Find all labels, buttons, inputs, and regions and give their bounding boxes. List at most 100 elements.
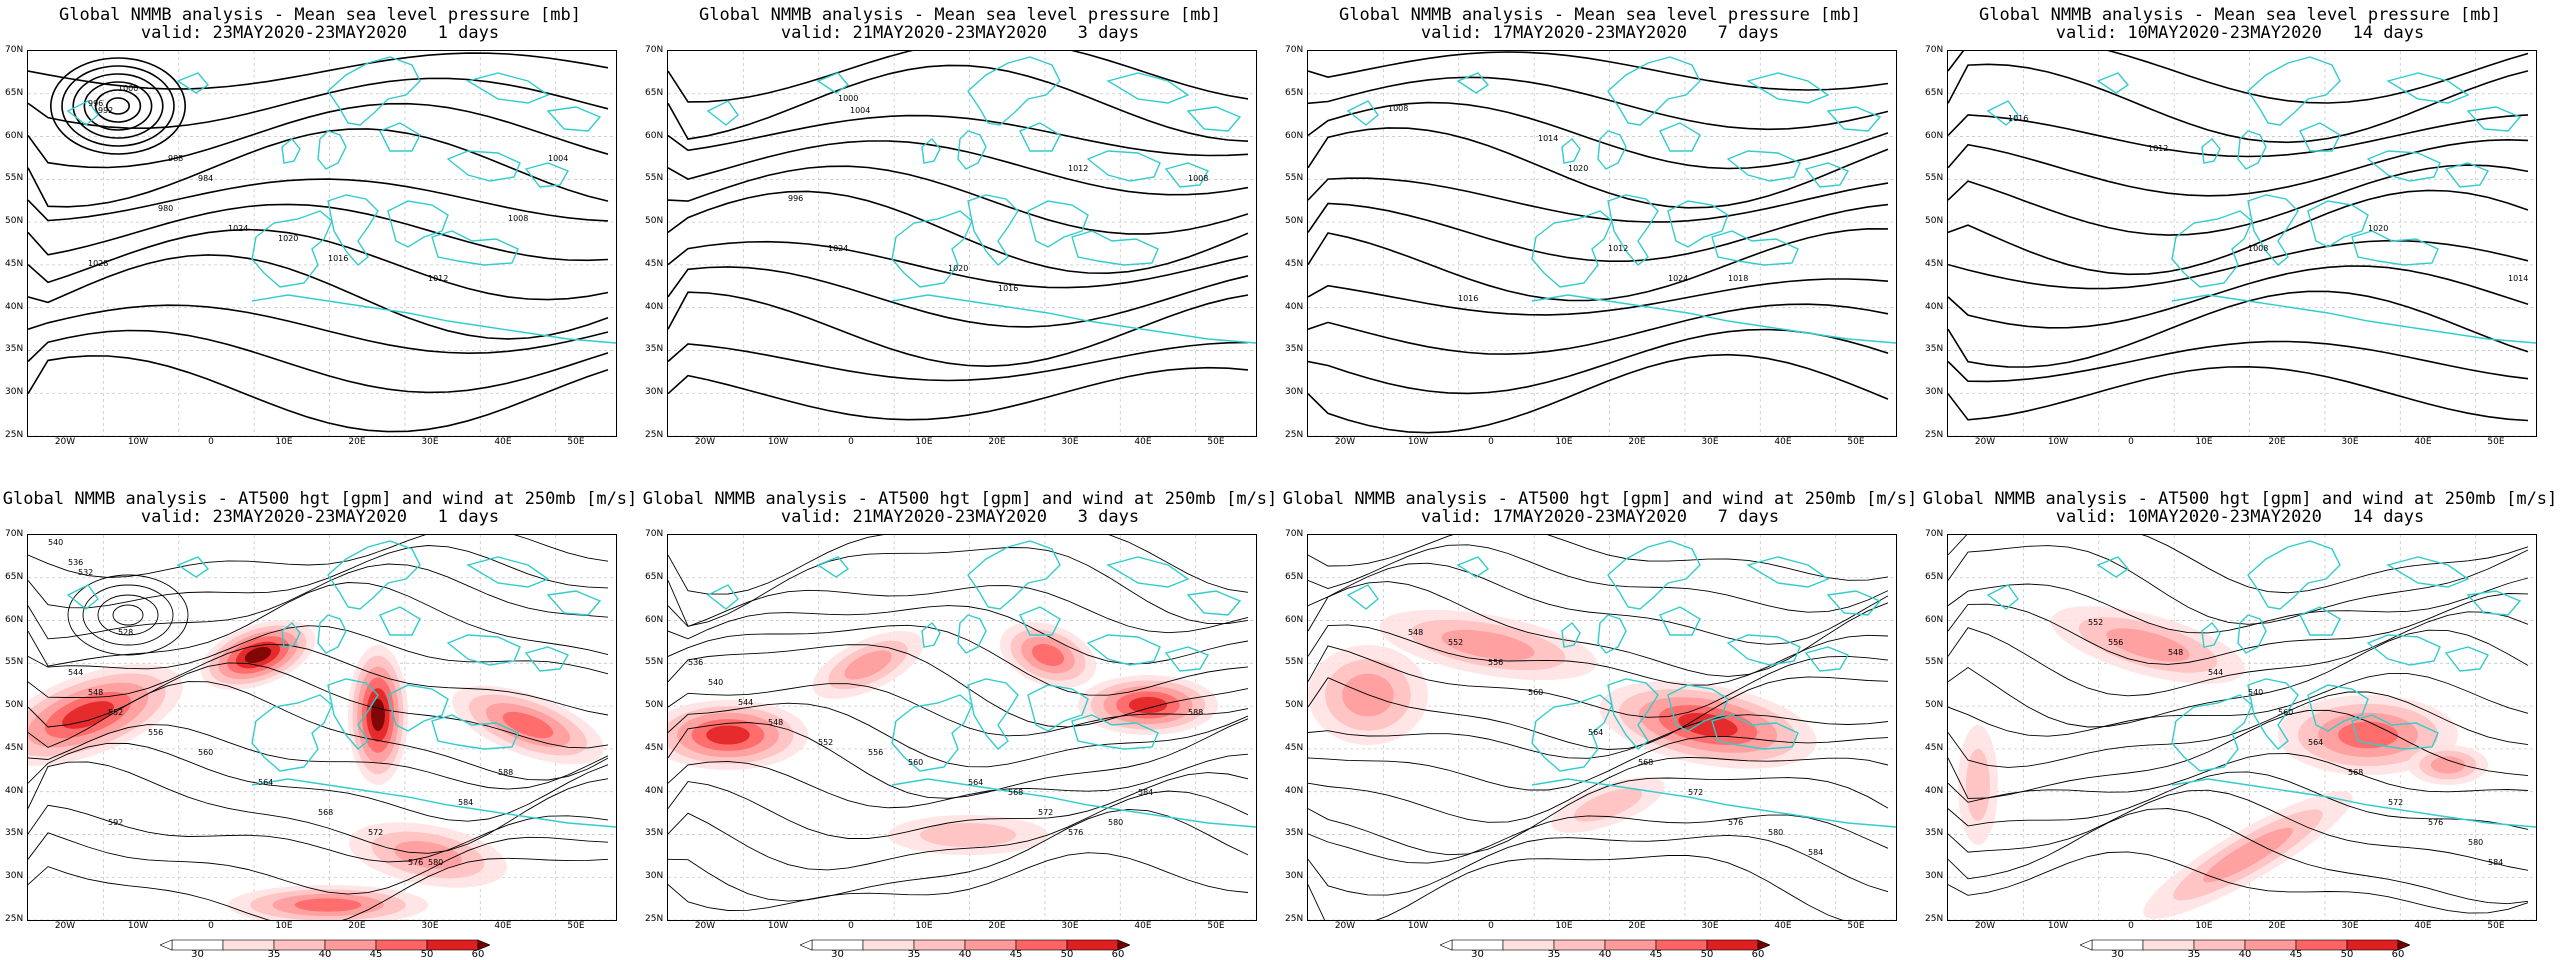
panel-valid-period: valid: 21MAY2020-23MAY2020 3 days: [780, 23, 1140, 43]
longitude-label: 20E: [2268, 921, 2286, 931]
latitude-label: 25N: [1285, 914, 1304, 924]
longitude-label: 30E: [2341, 437, 2359, 447]
panel-valid-period: valid: 23MAY2020-23MAY2020 1 days: [140, 23, 500, 43]
longitude-label: 50E: [2487, 437, 2505, 447]
coastline: [446, 150, 521, 182]
latitude-label: 45N: [1285, 742, 1304, 753]
contour-label: 548: [768, 718, 783, 727]
contour-line: [1948, 691, 2529, 768]
contour-label: 988: [168, 154, 183, 163]
longitude-label: 10W: [127, 437, 149, 447]
contour-label: 572: [1688, 788, 1703, 797]
coastline: [176, 556, 210, 578]
map-svg: 552 556 548 544 540 560 564 568 572 576 580 584: [1948, 535, 2536, 920]
panel-z500-7day: Global NMMB analysis - AT500 hgt [gpm] a…: [1280, 480, 1920, 960]
contour-line: [1948, 265, 2529, 329]
jet-shading: [1031, 644, 1065, 666]
coastline: [1607, 56, 1701, 126]
coastline: [957, 130, 987, 170]
contour-label: 1018: [1728, 274, 1748, 283]
colorbar-label: 30: [191, 949, 204, 960]
coastline: [2351, 230, 2439, 266]
longitude-label: 50E: [567, 437, 585, 447]
panel-title: Global NMMB analysis - Mean sea level pr…: [1979, 5, 2501, 25]
coastline: [387, 684, 449, 732]
contour-line: [1308, 544, 1889, 613]
latitude-label: 45N: [5, 742, 24, 753]
contour-line: [1308, 855, 1844, 920]
colorbar-arrow-high: [1117, 939, 1131, 951]
colorbar-label: 60: [2391, 949, 2405, 960]
longitude-label: 50E: [567, 921, 585, 931]
contour-label: 528: [118, 628, 133, 637]
contour-label: 580: [1768, 828, 1783, 837]
longitude-label: 40E: [1774, 921, 1792, 931]
contour-line: [668, 291, 1249, 368]
coastline: [2247, 678, 2299, 750]
panel-title: Global NMMB analysis - Mean sea level pr…: [699, 5, 1221, 25]
colorbar-label: 30: [1471, 949, 1484, 960]
colorbar-label: 45: [369, 949, 383, 960]
contour-line: [1948, 789, 2529, 871]
longitude-label: 40E: [2414, 921, 2432, 931]
latitude-label: 45N: [1925, 258, 1944, 269]
coastline: [1027, 684, 1089, 732]
coastline: [1659, 606, 1701, 636]
colorbar-swatch: [964, 939, 1017, 951]
coastline: [379, 122, 421, 152]
low-pressure-contour: [83, 81, 153, 131]
longitude-label: 20E: [1628, 437, 1646, 447]
contour-line: [28, 724, 609, 790]
coastline: [957, 614, 987, 654]
latitude-label: 55N: [1285, 657, 1304, 668]
colorbar-label: 40: [958, 949, 972, 960]
longitude-label: 50E: [1847, 921, 1865, 931]
contour-line: [1308, 127, 1889, 209]
latitude-label: 40N: [1285, 785, 1304, 796]
map-svg: 1008 1014 1020 1016 1012 1024 1018: [1308, 51, 1896, 436]
coastline: [1561, 138, 1581, 164]
latitude-label: 35N: [1285, 828, 1304, 839]
latitude-label: 55N: [645, 173, 664, 184]
latitude-label: 65N: [5, 571, 24, 582]
colorbar-label: 60: [1111, 949, 1125, 960]
contour-label: 576: [2428, 818, 2443, 827]
longitude-label: 20W: [694, 437, 716, 447]
latitude-label: 30N: [1925, 871, 1944, 882]
coastline: [1086, 634, 1161, 666]
jet-shading: [502, 711, 554, 739]
coastline: [1346, 100, 1379, 126]
colorbar-label: 60: [1751, 949, 1765, 960]
longitude-label: 10W: [127, 921, 149, 931]
map-svg: 1016 1012 1008 1020 1014: [1948, 51, 2536, 436]
contour-line: [1308, 51, 1889, 91]
coastline: [1607, 540, 1701, 610]
coastline: [891, 210, 973, 288]
map-area: 1008 1014 1020 1016 1012 1024 1018: [1307, 50, 1897, 437]
coastline: [2307, 684, 2369, 732]
low-height-contour: [112, 604, 144, 626]
coastline: [431, 714, 519, 750]
contour-line: [668, 644, 1249, 728]
contour-line: [668, 165, 1249, 235]
coastline: [2366, 634, 2441, 666]
contour-line: [28, 804, 609, 863]
contour-label: 1004: [548, 154, 568, 163]
latitude-label: 25N: [645, 430, 664, 440]
longitude-label: 10E: [2195, 437, 2213, 447]
coastline: [816, 72, 850, 94]
latitude-label: 35N: [1925, 344, 1944, 355]
panel-title: Global NMMB analysis - Mean sea level pr…: [59, 5, 581, 25]
contour-line: [1948, 545, 2529, 625]
longitude-label: 0: [1488, 921, 1494, 931]
latitude-label: 40N: [5, 301, 24, 312]
coastline: [251, 778, 616, 828]
colorbar-label: 40: [318, 949, 332, 960]
longitude-label: 40E: [1134, 921, 1152, 931]
low-height-contour: [67, 574, 189, 656]
contour-line: [28, 254, 609, 340]
jet-shading: [2203, 827, 2293, 883]
contour-line: [1948, 851, 2529, 914]
coastline: [317, 614, 347, 654]
